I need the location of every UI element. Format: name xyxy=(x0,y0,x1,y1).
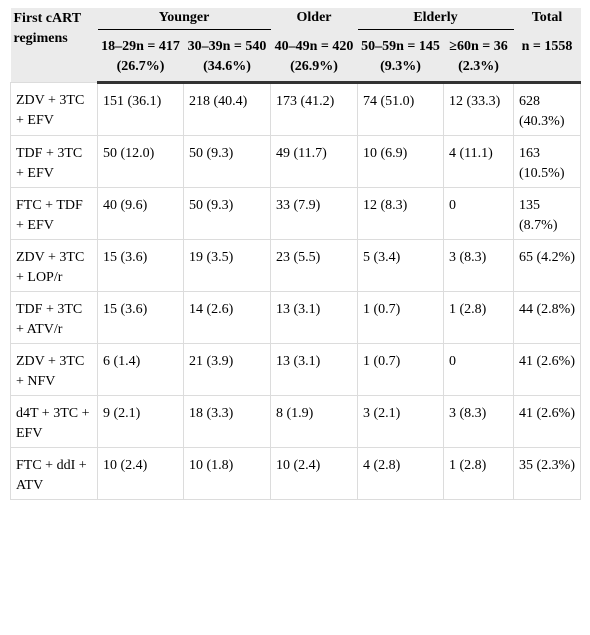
value-cell: 65 (4.2%) xyxy=(513,239,581,292)
value-cell: 173 (41.2) xyxy=(270,82,358,136)
value-cell: 5 (3.4) xyxy=(357,239,444,292)
group-header: Total xyxy=(513,8,581,30)
value-cell: 18 (3.3) xyxy=(183,395,271,448)
value-cell: 21 (3.9) xyxy=(183,343,271,396)
column-header: ≥60n = 36 (2.3%) xyxy=(443,30,514,84)
value-cell: 23 (5.5) xyxy=(270,239,358,292)
value-cell: 218 (40.4) xyxy=(183,82,271,136)
value-cell: 0 xyxy=(443,343,514,396)
value-cell: 151 (36.1) xyxy=(97,82,184,136)
regimen-cell: d4T + 3TC + EFV xyxy=(10,395,98,448)
value-cell: 41 (2.6%) xyxy=(513,343,581,396)
value-cell: 15 (3.6) xyxy=(97,239,184,292)
value-cell: 15 (3.6) xyxy=(97,291,184,344)
group-header: Younger xyxy=(97,8,271,30)
value-cell: 1 (0.7) xyxy=(357,343,444,396)
value-cell: 0 xyxy=(443,187,514,240)
value-cell: 10 (1.8) xyxy=(183,447,271,500)
value-cell: 10 (2.4) xyxy=(97,447,184,500)
value-cell: 12 (33.3) xyxy=(443,82,514,136)
value-cell: 74 (51.0) xyxy=(357,82,444,136)
value-cell: 1 (0.7) xyxy=(357,291,444,344)
data-table: First cART regimens Younger Older Elderl… xyxy=(10,8,581,500)
value-cell: 13 (3.1) xyxy=(270,343,358,396)
regimen-cell: ZDV + 3TC + NFV xyxy=(10,343,98,396)
value-cell: 4 (11.1) xyxy=(443,135,514,188)
value-cell: 8 (1.9) xyxy=(270,395,358,448)
table-row: ZDV + 3TC + NFV 6 (1.4) 21 (3.9) 13 (3.1) 1 … xyxy=(10,343,581,396)
column-header: 50–59n = 145 (9.3%) xyxy=(357,30,444,84)
value-cell: 40 (9.6) xyxy=(97,187,184,240)
value-cell: 44 (2.8%) xyxy=(513,291,581,344)
table-row: TDF + 3TC + EFV 50 (12.0) 50 (9.3) 49 (11.7… xyxy=(10,135,581,188)
regimen-cell: TDF + 3TC + ATV/r xyxy=(10,291,98,344)
regimen-cell: FTC + ddI + ATV xyxy=(10,447,98,500)
value-cell: 10 (6.9) xyxy=(357,135,444,188)
table-row: ZDV + 3TC + EFV 151 (36.1) 218 (40.4) 173 (… xyxy=(10,82,581,136)
value-cell: 1 (2.8) xyxy=(443,447,514,500)
value-cell: 6 (1.4) xyxy=(97,343,184,396)
header-cell: First cART regimens xyxy=(10,8,98,83)
value-cell: 50 (12.0) xyxy=(97,135,184,188)
table-row: d4T + 3TC + EFV 9 (2.1) 18 (3.3) 8 (1.9) 3 (… xyxy=(10,395,581,448)
table-row: ZDV + 3TC + LOP/r 15 (3.6) 19 (3.5) 23 (5.5… xyxy=(10,239,581,292)
table-row: FTC + ddI + ATV 10 (2.4) 10 (1.8) 10 (2.4) 4… xyxy=(10,447,581,500)
group-header: Older xyxy=(270,8,358,30)
value-cell: 50 (9.3) xyxy=(183,187,271,240)
table-row: TDF + 3TC + ATV/r 15 (3.6) 14 (2.6) 13 (3.1… xyxy=(10,291,581,344)
value-cell: 13 (3.1) xyxy=(270,291,358,344)
value-cell: 14 (2.6) xyxy=(183,291,271,344)
value-cell: 135 (8.7%) xyxy=(513,187,581,240)
value-cell: 3 (2.1) xyxy=(357,395,444,448)
value-cell: 3 (8.3) xyxy=(443,239,514,292)
group-header: Elderly xyxy=(357,8,514,30)
value-cell: 628 (40.3%) xyxy=(513,82,581,136)
value-cell: 12 (8.3) xyxy=(357,187,444,240)
value-cell: 163 (10.5%) xyxy=(513,135,581,188)
column-header: 40–49n = 420 (26.9%) xyxy=(270,30,358,84)
value-cell: 9 (2.1) xyxy=(97,395,184,448)
value-cell: 19 (3.5) xyxy=(183,239,271,292)
regimen-cell: FTC + TDF + EFV xyxy=(10,187,98,240)
value-cell: 4 (2.8) xyxy=(357,447,444,500)
value-cell: 50 (9.3) xyxy=(183,135,271,188)
value-cell: 49 (11.7) xyxy=(270,135,358,188)
value-cell: 3 (8.3) xyxy=(443,395,514,448)
column-header: n = 1558 xyxy=(513,30,581,84)
column-header: 30–39n = 540 (34.6%) xyxy=(183,30,271,84)
value-cell: 35 (2.3%) xyxy=(513,447,581,500)
value-cell: 1 (2.8) xyxy=(443,291,514,344)
value-cell: 10 (2.4) xyxy=(270,447,358,500)
column-header: 18–29n = 417 (26.7%) xyxy=(97,30,184,84)
value-cell: 33 (7.9) xyxy=(270,187,358,240)
regimen-cell: ZDV + 3TC + LOP/r xyxy=(10,239,98,292)
regimen-cell: ZDV + 3TC + EFV xyxy=(10,82,98,136)
table-row: FTC + TDF + EFV 40 (9.6) 50 (9.3) 33 (7.9) 1… xyxy=(10,187,581,240)
value-cell: 41 (2.6%) xyxy=(513,395,581,448)
regimen-cell: TDF + 3TC + EFV xyxy=(10,135,98,188)
